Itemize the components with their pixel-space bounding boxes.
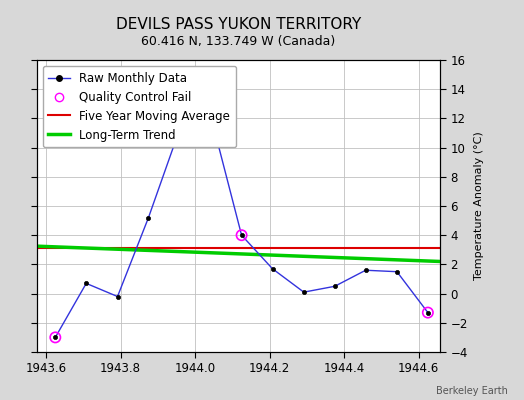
Point xyxy=(237,232,246,238)
Title: DEVILS PASS YUKON TERRITORY: DEVILS PASS YUKON TERRITORY xyxy=(116,18,361,32)
Text: Berkeley Earth: Berkeley Earth xyxy=(436,386,508,396)
Text: 60.416 N, 133.749 W (Canada): 60.416 N, 133.749 W (Canada) xyxy=(141,35,335,48)
Y-axis label: Temperature Anomaly (°C): Temperature Anomaly (°C) xyxy=(474,132,484,280)
Point xyxy=(424,309,432,316)
Point xyxy=(51,334,60,341)
Legend: Raw Monthly Data, Quality Control Fail, Five Year Moving Average, Long-Term Tren: Raw Monthly Data, Quality Control Fail, … xyxy=(42,66,236,148)
